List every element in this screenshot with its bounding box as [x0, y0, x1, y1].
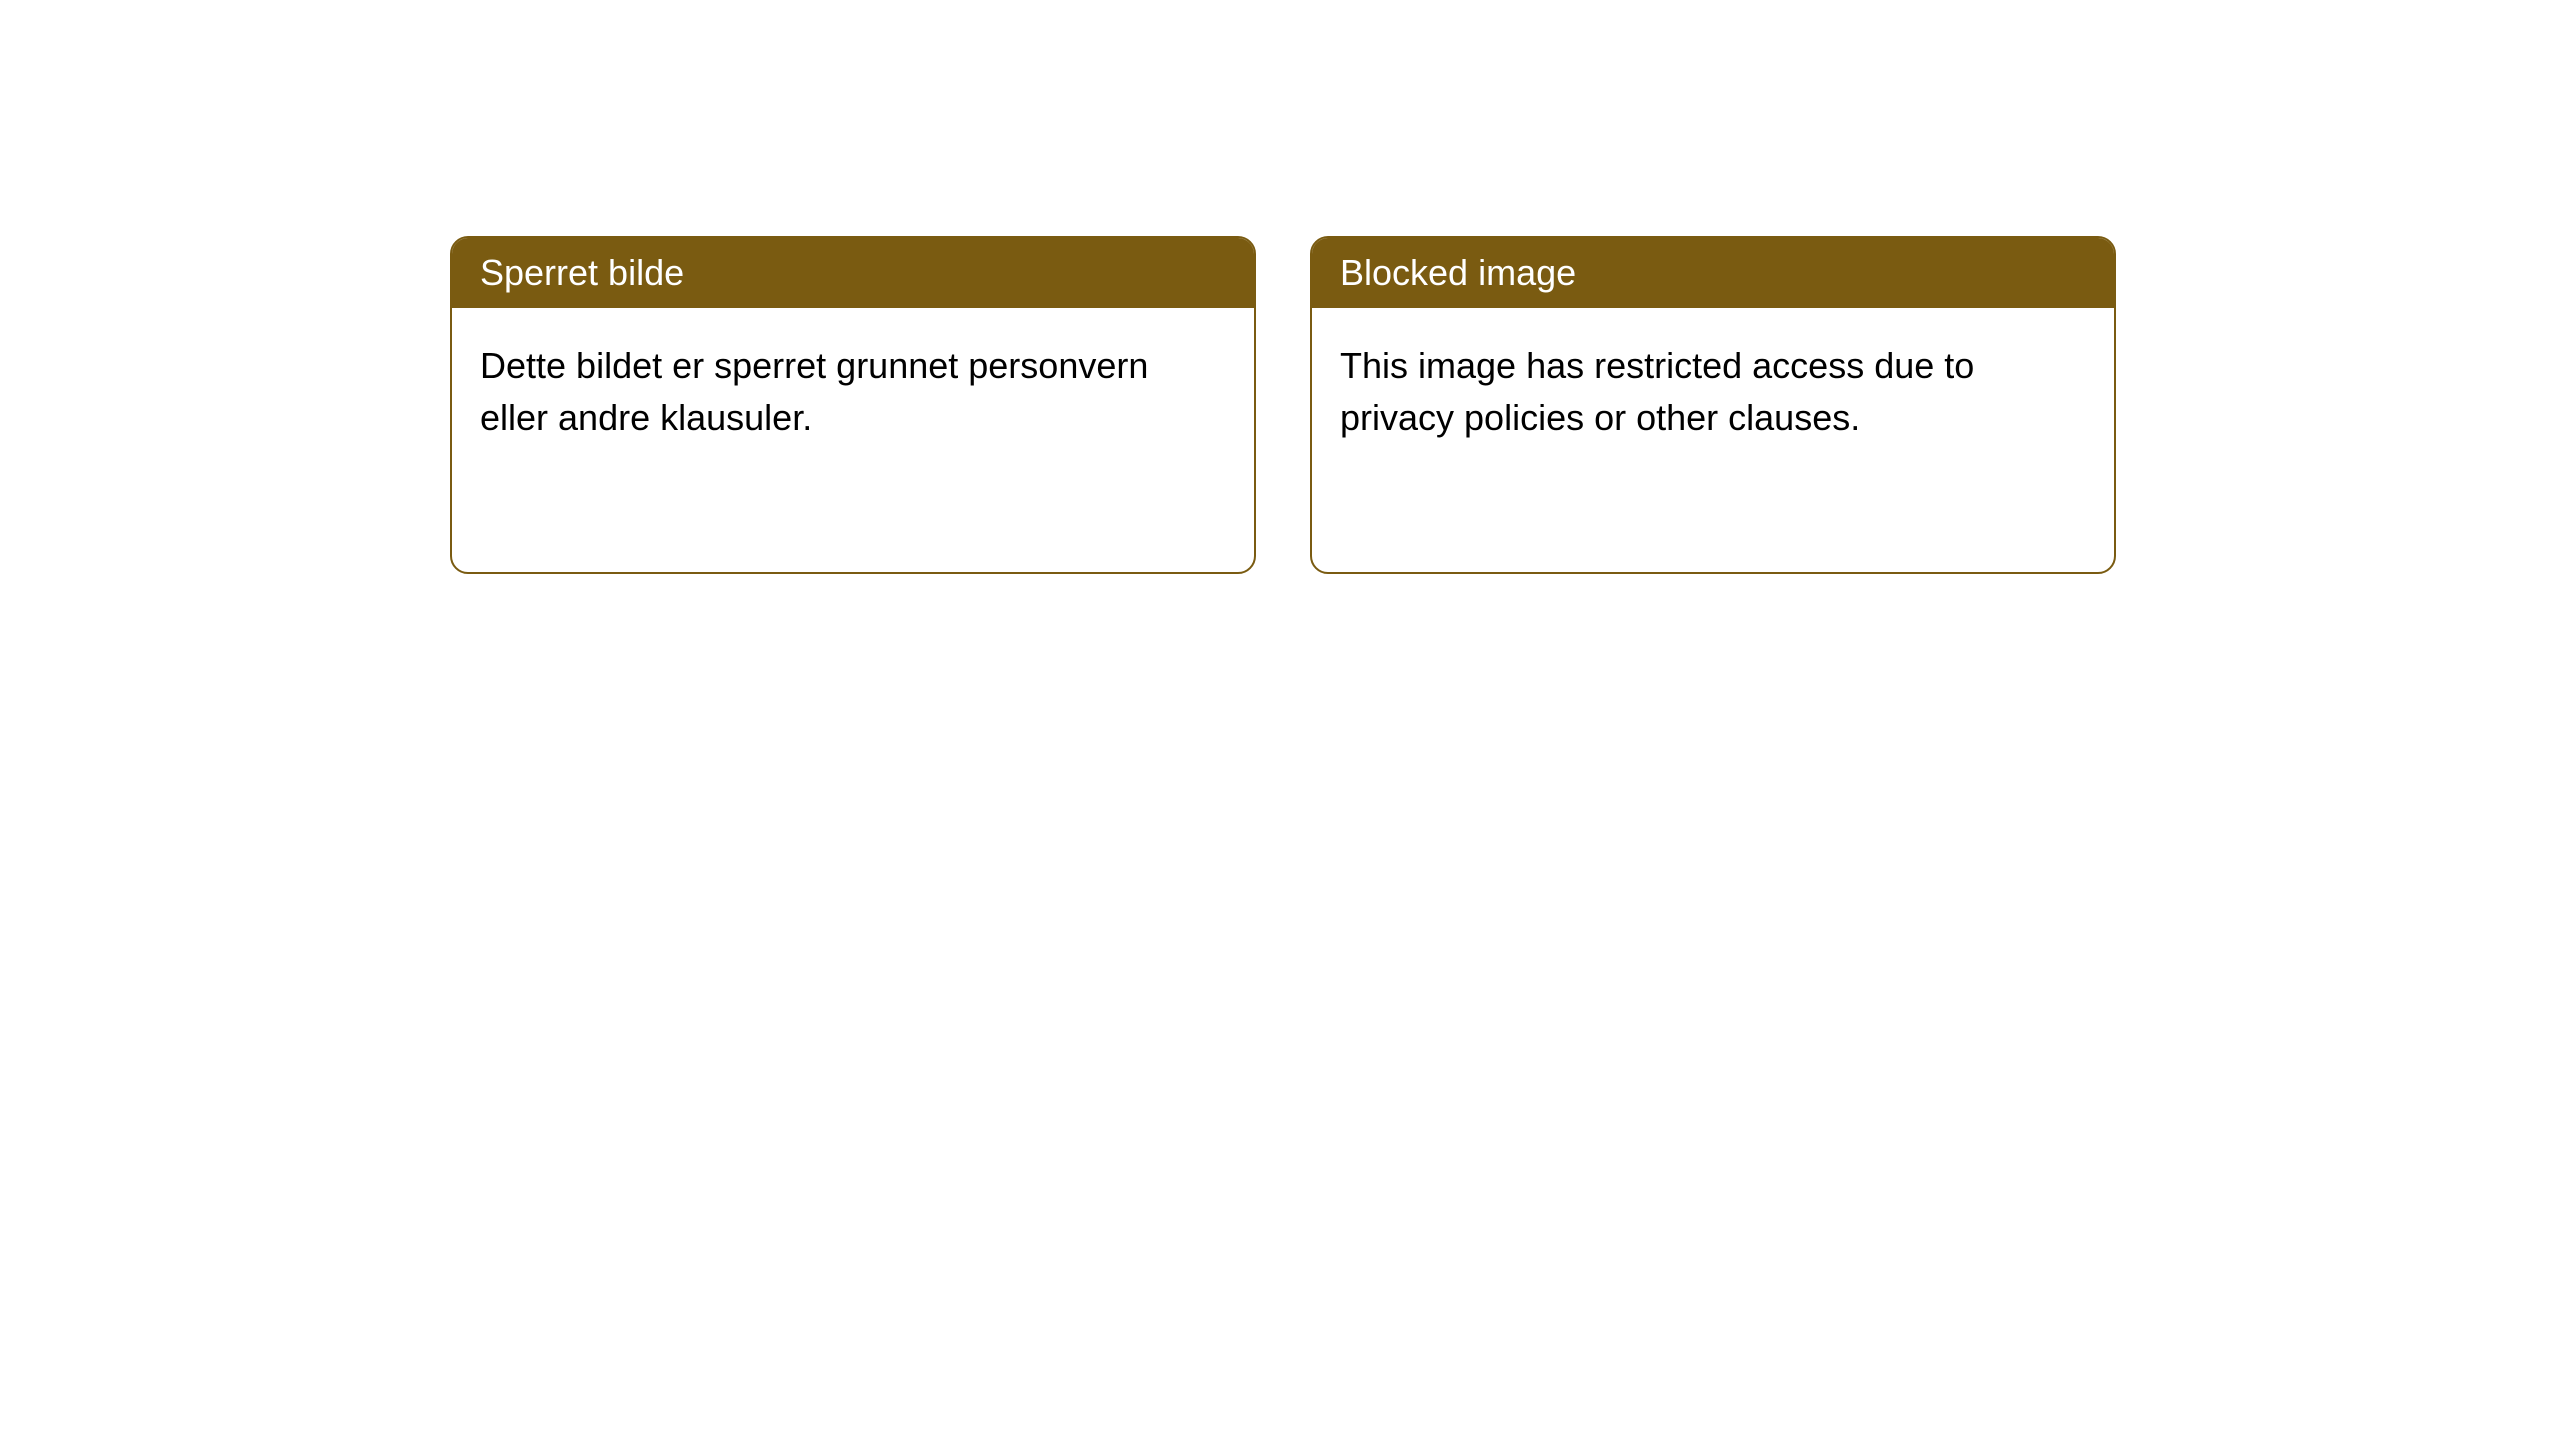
notice-body-english: This image has restricted access due to … [1312, 308, 2114, 476]
notice-title: Blocked image [1340, 252, 1576, 293]
notice-title: Sperret bilde [480, 252, 684, 293]
notice-header-norwegian: Sperret bilde [452, 238, 1254, 308]
notice-header-english: Blocked image [1312, 238, 2114, 308]
notice-body-norwegian: Dette bildet er sperret grunnet personve… [452, 308, 1254, 476]
notice-card-english: Blocked image This image has restricted … [1310, 236, 2116, 574]
notice-cards-container: Sperret bilde Dette bildet er sperret gr… [450, 236, 2560, 574]
notice-body-text: Dette bildet er sperret grunnet personve… [480, 345, 1148, 438]
notice-body-text: This image has restricted access due to … [1340, 345, 1974, 438]
notice-card-norwegian: Sperret bilde Dette bildet er sperret gr… [450, 236, 1256, 574]
